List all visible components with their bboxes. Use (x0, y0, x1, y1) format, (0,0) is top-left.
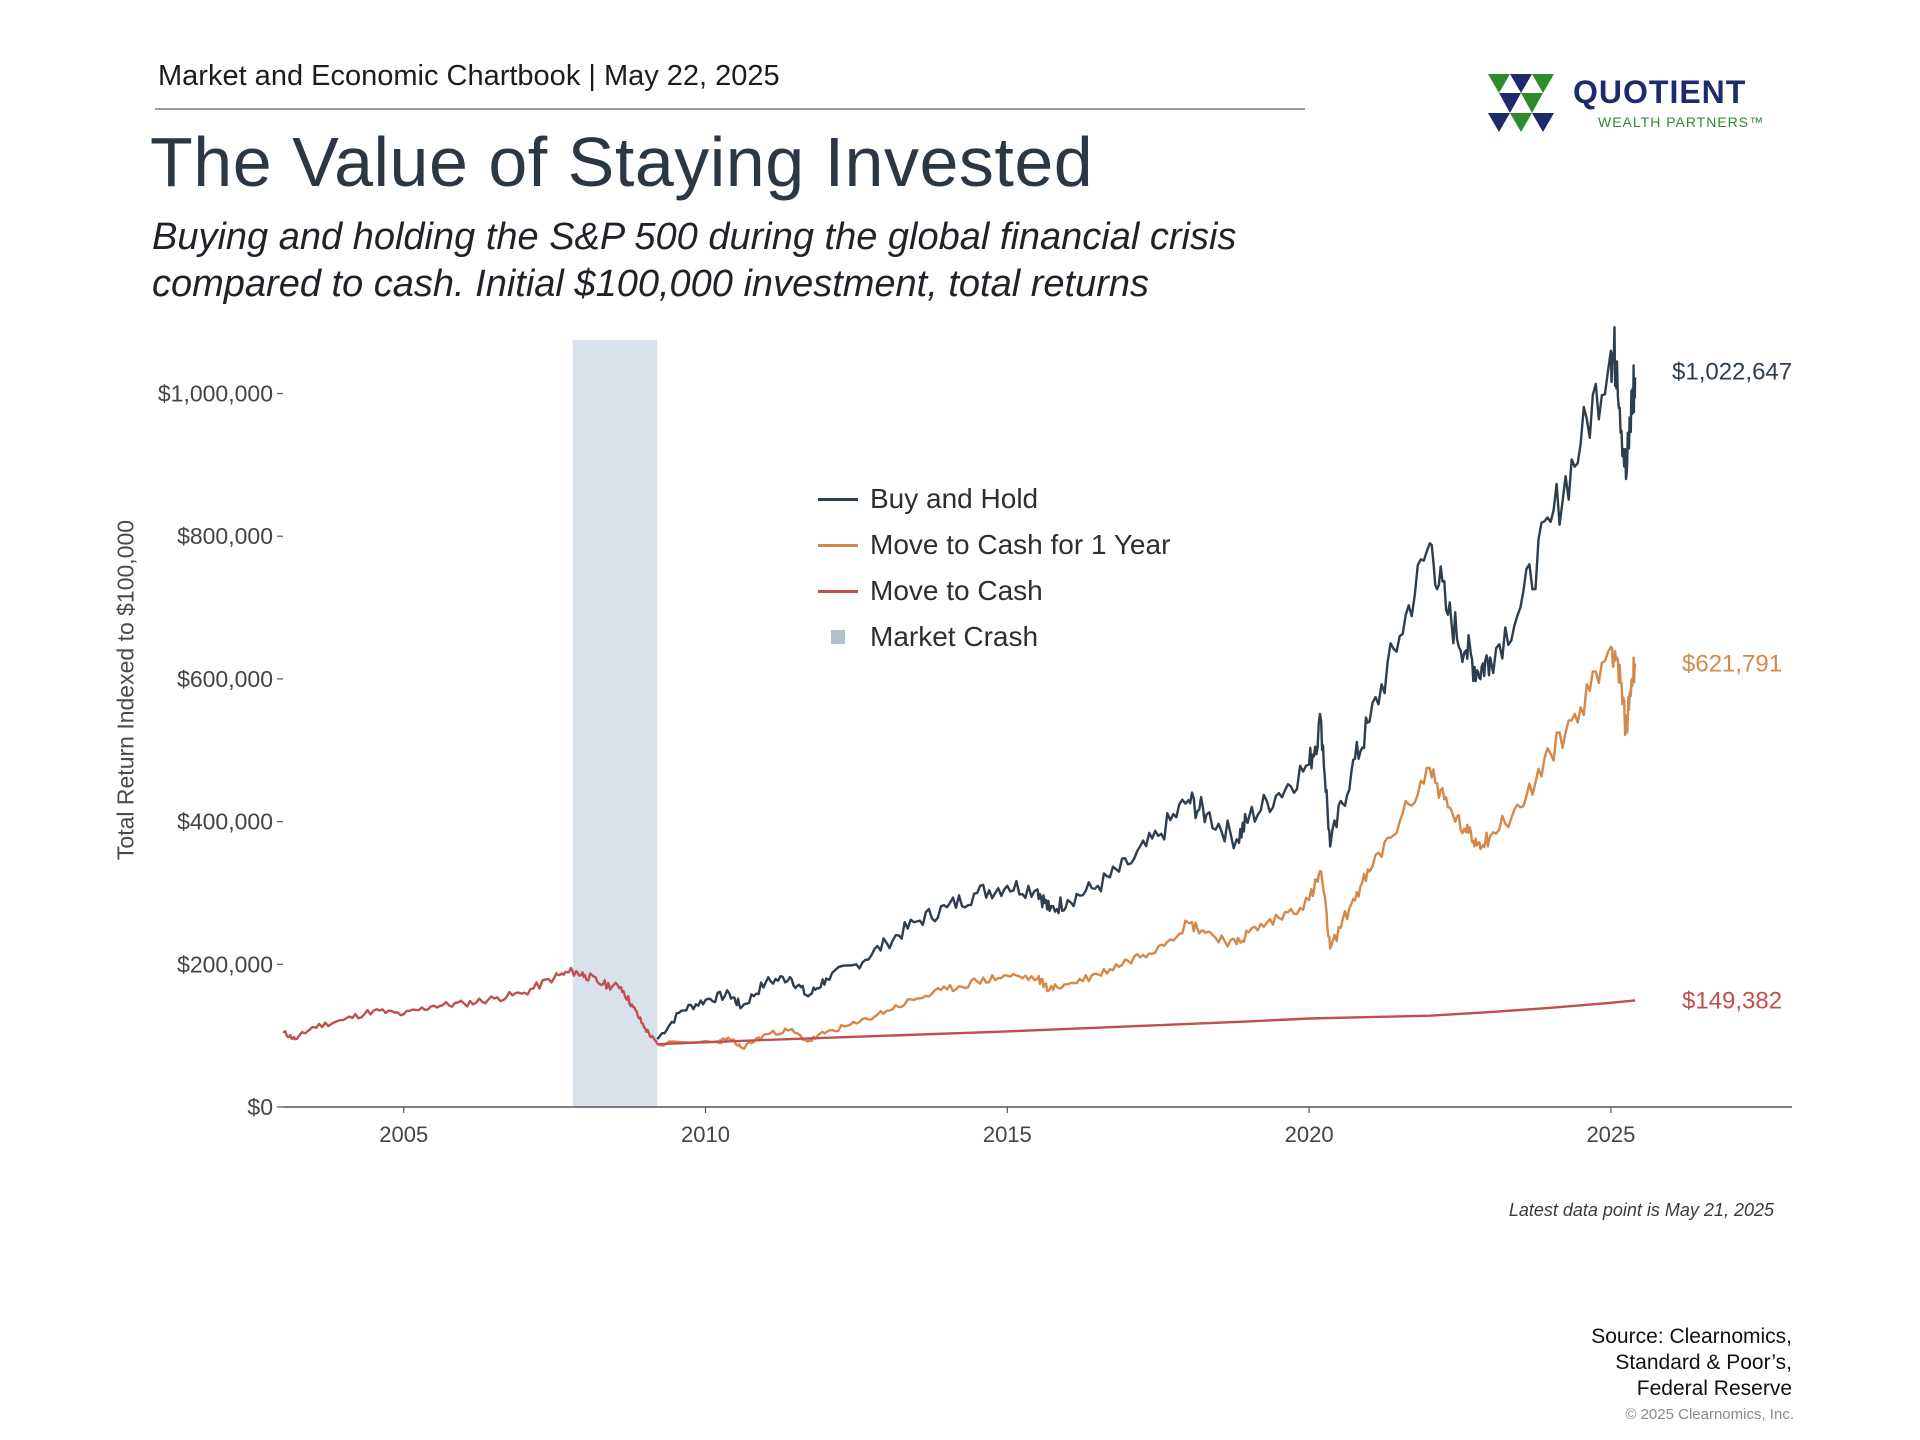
end-value-label-move-to-cash: $149,382 (1682, 987, 1782, 1014)
end-value-label-move-to-cash-for-1-year: $621,791 (1682, 650, 1782, 677)
legend-item-move-to-cash: Move to Cash (818, 568, 1170, 614)
y-axis-title: Total Return Indexed to $100,000 (112, 519, 139, 861)
chart-legend: Buy and Hold Move to Cash for 1 Year Mov… (818, 476, 1170, 660)
source-citation: Source: Clearnomics, Standard & Poor’s, … (1591, 1324, 1792, 1402)
x-tick-label: 2020 (1285, 1122, 1334, 1147)
y-tick-label: $1,000,000 (158, 381, 273, 407)
y-tick-label: $400,000 (177, 809, 273, 835)
end-labels-group: $1,022,647 $621,791 $149,382 (1672, 358, 1792, 1014)
y-tick-label: $600,000 (177, 666, 273, 692)
x-tick-label: 2015 (983, 1122, 1032, 1147)
market-crash-region-group (572, 340, 658, 1107)
logo-brand-name: QUOTIENT (1573, 74, 1747, 110)
market-crash-region (572, 340, 658, 1107)
legend-swatch (831, 630, 845, 644)
y-tick-label: $0 (247, 1094, 273, 1120)
legend-label: Market Crash (870, 621, 1039, 652)
pre-crisis-line (282, 966, 659, 1045)
x-tick-label: 2005 (379, 1122, 428, 1147)
legend-item-move-to-cash-1-year: Move to Cash for 1 Year (818, 522, 1170, 568)
page-title: The Value of Staying Invested (150, 123, 1094, 201)
x-tick-label: 2010 (681, 1122, 730, 1147)
y-tick-label: $200,000 (177, 951, 273, 977)
chartbook-header: Market and Economic Chartbook | May 22, … (158, 60, 780, 92)
latest-data-note: Latest data point is May 21, 2025 (1508, 1200, 1774, 1220)
series-lines-group (282, 326, 1637, 1050)
end-value-label-buy-and-hold: $1,022,647 (1672, 358, 1792, 385)
series-line-move-to-cash (657, 999, 1636, 1046)
quotient-logo-mark (1488, 74, 1554, 132)
x-tick-label: 2025 (1586, 1122, 1635, 1147)
axes-group: 2005 2010 2015 2020 2025 $0 $200,000 $400,000 $6… (158, 381, 1792, 1147)
copyright-notice: © 2025 Clearnomics, Inc. (1625, 1406, 1794, 1423)
legend-item-market-crash: Market Crash (818, 614, 1170, 660)
legend-label: Move to Cash for 1 Year (870, 529, 1171, 560)
legend-swatch (818, 589, 858, 593)
source-line-1: Source: Clearnomics, (1591, 1325, 1792, 1348)
y-tick-label: $800,000 (177, 523, 273, 549)
logo-tagline: WEALTH PARTNERS™ (1598, 114, 1765, 130)
legend-swatch (818, 497, 858, 501)
quotient-logo: QUOTIENT WEALTH PARTNERS™ (1488, 74, 1788, 144)
source-line-2: Standard & Poor’s, (1615, 1351, 1792, 1374)
legend-swatch (818, 543, 858, 547)
series-line-move-to-cash-for-1-year (656, 645, 1637, 1050)
page-subtitle: Buying and holding the S&P 500 during th… (152, 216, 1237, 305)
legend-label: Move to Cash (870, 575, 1043, 606)
header-divider (155, 108, 1305, 110)
series-line-buy-and-hold (656, 326, 1637, 1040)
legend-item-buy-and-hold: Buy and Hold (818, 476, 1170, 522)
source-line-3: Federal Reserve (1636, 1377, 1792, 1400)
legend-label: Buy and Hold (870, 483, 1039, 514)
